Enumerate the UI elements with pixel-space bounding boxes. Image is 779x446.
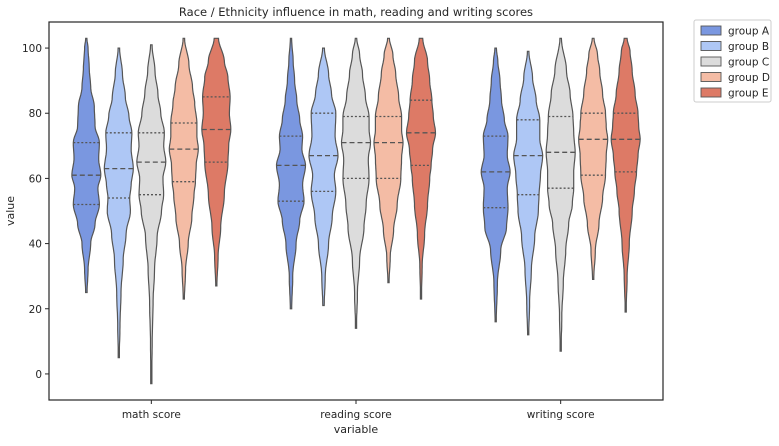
legend-swatch — [700, 56, 722, 67]
axes: 0 20 40 60 80 100 math score reading score writi… — [22, 21, 664, 421]
legend-label: group B — [728, 41, 769, 53]
violin-group-E-writing-score — [610, 37, 641, 313]
legend-label: group E — [728, 88, 768, 100]
violin-group-B-math-score — [103, 47, 134, 359]
y-tick-label: 20 — [29, 304, 42, 316]
y-tick-label: 0 — [35, 369, 42, 381]
y-tick-label: 40 — [29, 239, 42, 251]
x-tick-label: reading score — [320, 409, 391, 421]
violin-group-A-reading-score — [275, 37, 307, 310]
y-tick-label: 80 — [29, 108, 42, 120]
legend-swatch — [700, 87, 722, 98]
violin-group-B-reading-score — [308, 47, 339, 307]
legend-swatch — [700, 25, 722, 36]
legend-swatch — [700, 41, 722, 51]
plot-area — [71, 37, 641, 385]
violin-group-C-reading-score — [340, 37, 372, 329]
x-tick-label: math score — [122, 409, 181, 421]
chart-title: Race / Ethnicity influence in math, read… — [179, 5, 533, 19]
violin-group-A-math-score — [71, 37, 102, 294]
violin-group-B-writing-score — [513, 50, 544, 336]
x-tick-label: writing score — [527, 409, 595, 421]
violin-group-E-reading-score — [405, 37, 437, 300]
y-tick-label: 100 — [22, 43, 42, 55]
violin-group-C-math-score — [136, 44, 167, 385]
x-axis-label: variable — [334, 423, 379, 436]
violin-group-E-math-score — [201, 37, 232, 287]
violin-group-D-math-score — [168, 37, 199, 300]
legend: group A group B group C group D group E — [693, 19, 772, 103]
violin-group-D-writing-score — [578, 37, 609, 280]
legend-label: group C — [728, 57, 769, 69]
violin-group-C-writing-score — [545, 37, 576, 352]
legend-label: group D — [728, 72, 770, 84]
y-tick-label: 60 — [29, 173, 42, 185]
legend-label: group A — [728, 26, 770, 38]
violin-group-A-writing-score — [480, 47, 511, 323]
y-axis-label: value — [4, 196, 17, 226]
legend-swatch — [700, 72, 722, 82]
violin-group-D-reading-score — [373, 37, 404, 284]
